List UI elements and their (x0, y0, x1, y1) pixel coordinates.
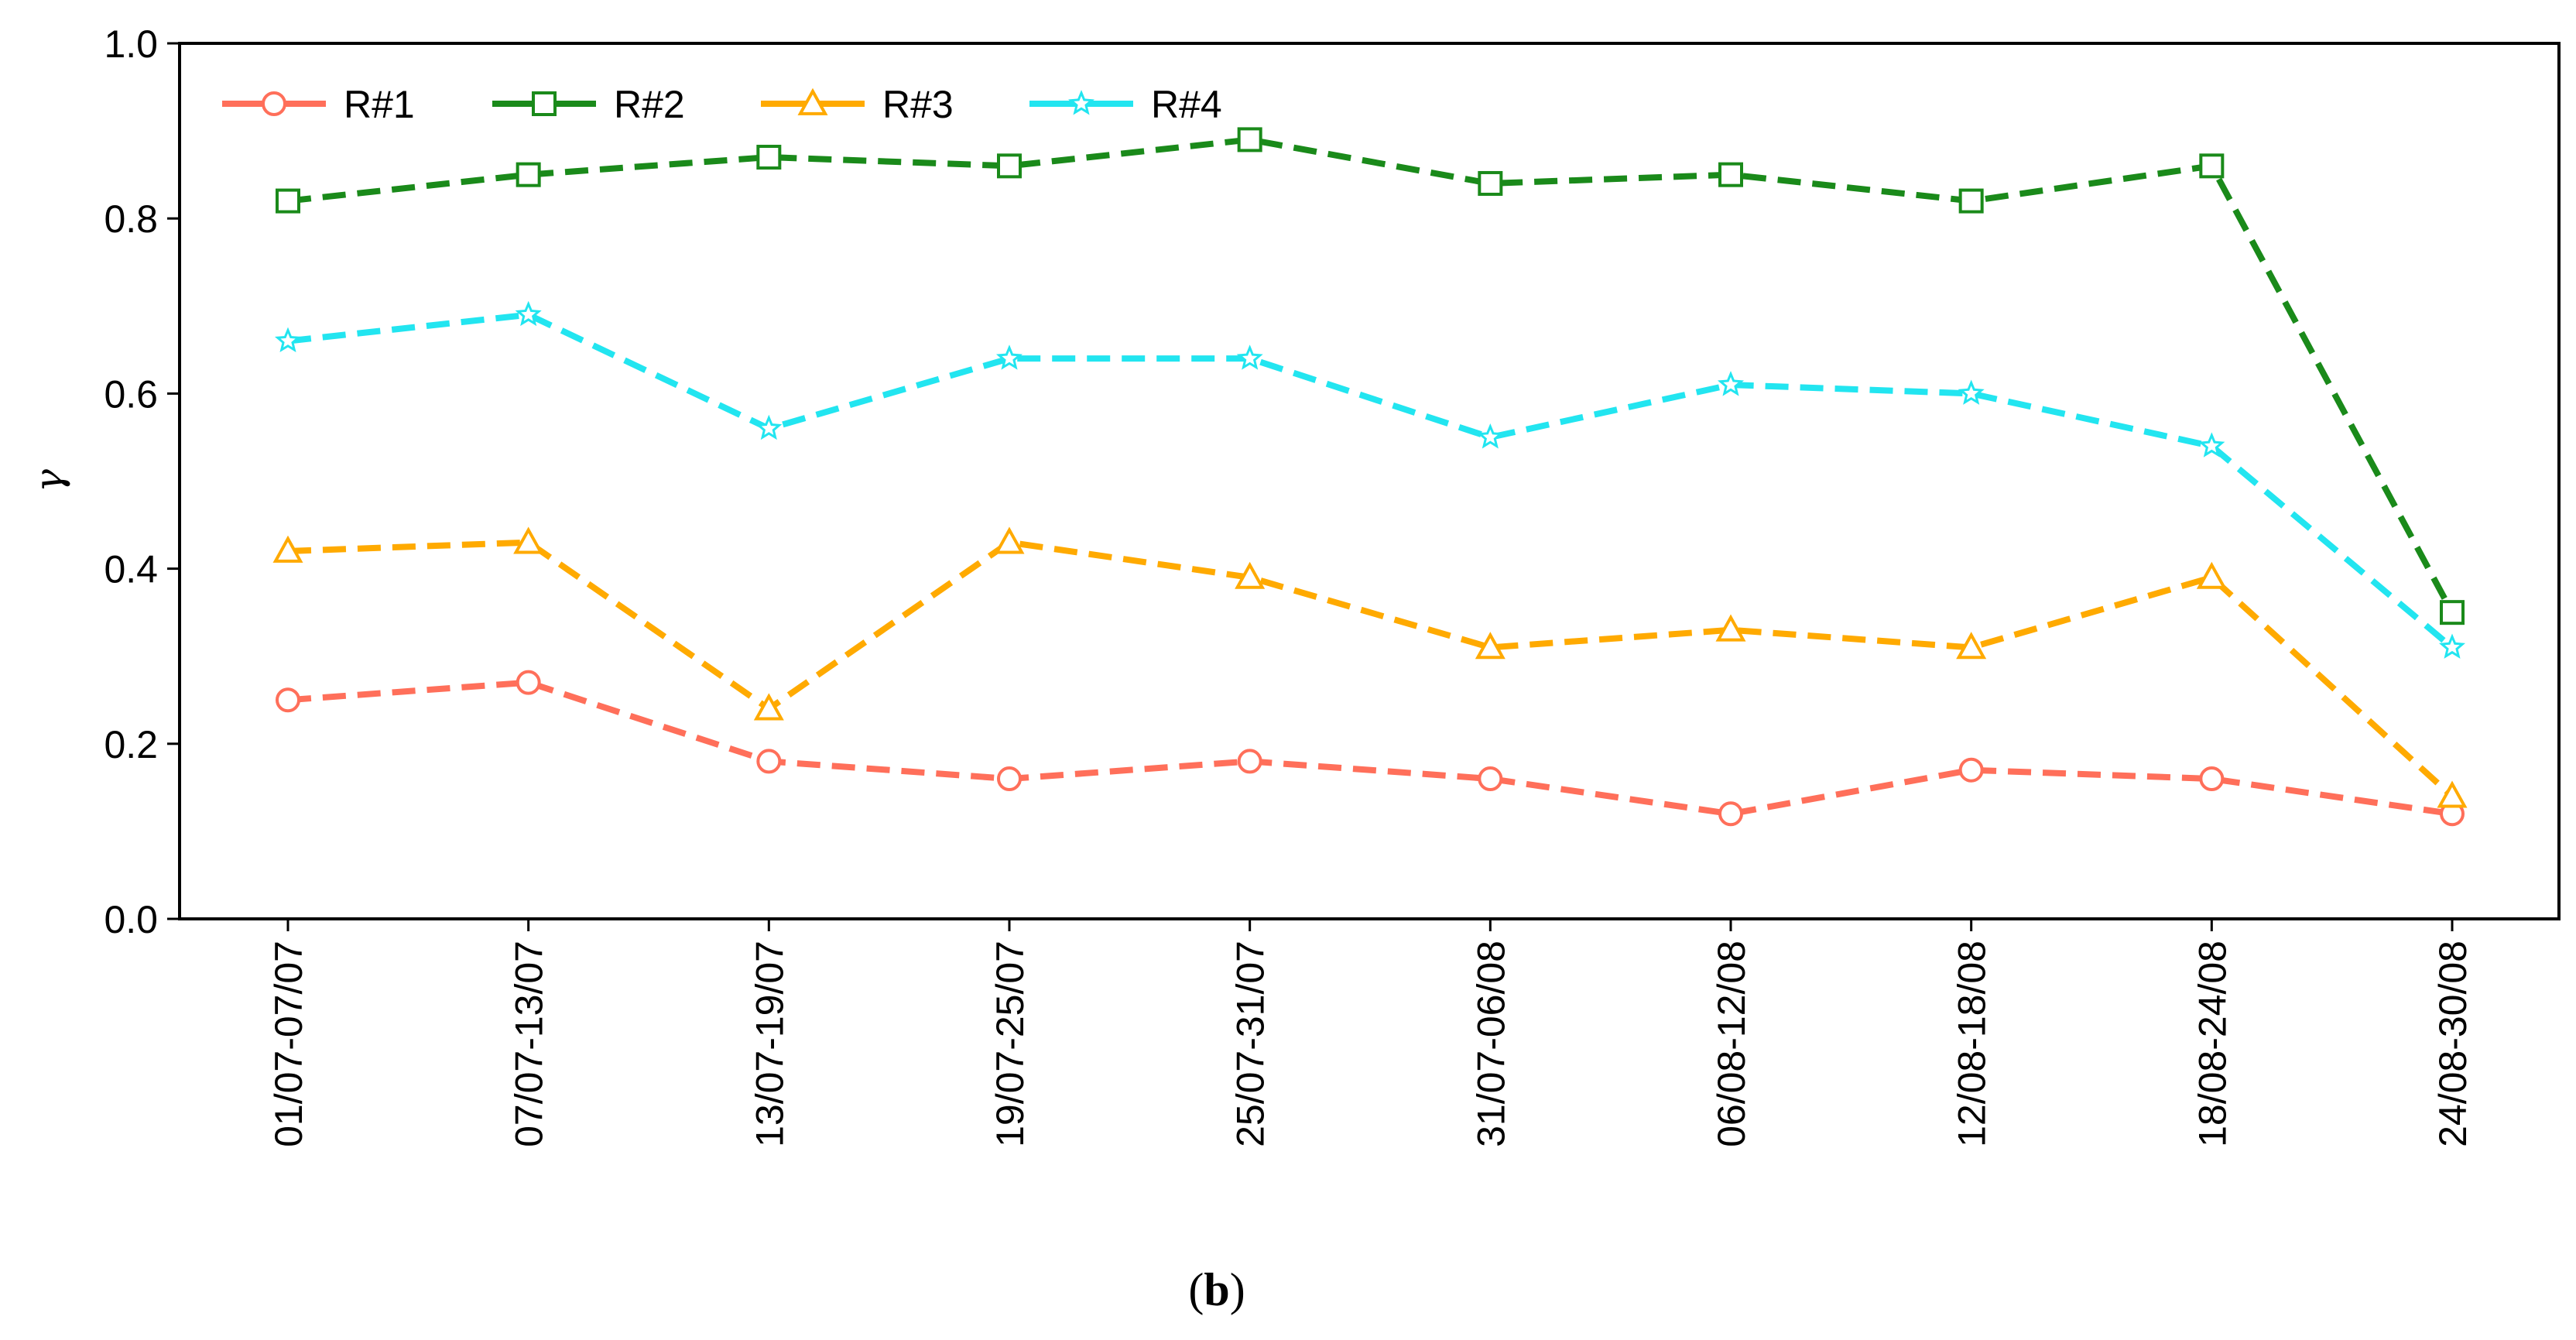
data-point (1718, 162, 1743, 187)
figure-caption: (b) (1188, 1264, 1245, 1315)
data-point (1475, 632, 1506, 660)
x-tick-label: 24/08-30/08 (2431, 941, 2475, 1147)
data-point (1958, 757, 1984, 783)
x-tick-label: 25/07-31/07 (1229, 941, 1273, 1147)
legend-item: R#1 (222, 83, 415, 126)
legend-item: R#3 (761, 83, 954, 126)
series-line (287, 679, 2453, 817)
data-point (272, 535, 303, 563)
legend-marker (262, 91, 286, 116)
x-tick-label: 18/08-24/08 (2191, 941, 2234, 1147)
series-R2 (276, 127, 2465, 625)
data-point (2438, 633, 2466, 659)
series-line (287, 539, 2454, 799)
data-point (755, 414, 783, 440)
legend-label: R#3 (882, 83, 954, 126)
data-point (276, 188, 300, 214)
data-point (1715, 614, 1746, 642)
data-point (2196, 561, 2227, 589)
data-point (1717, 371, 1745, 396)
legend-item: R#2 (492, 83, 685, 126)
data-point (1236, 344, 1263, 370)
x-tick-label: 01/07-07/07 (267, 941, 310, 1147)
data-point (1718, 801, 1743, 827)
series-R3 (272, 526, 2468, 808)
data-point (753, 693, 784, 721)
x-tick-label: 19/07-25/07 (988, 941, 1032, 1147)
legend: R#1 R#2 R#3 R#4 (222, 83, 1222, 126)
data-point (994, 526, 1025, 554)
data-point (1478, 170, 1503, 196)
data-point (513, 526, 544, 554)
x-tick-label: 12/08-18/08 (1951, 941, 1994, 1147)
data-point (997, 153, 1022, 179)
legend-marker (797, 87, 828, 115)
data-point (756, 749, 782, 774)
x-tick-label: 06/08-12/08 (1710, 941, 1753, 1147)
legend-marker (1067, 90, 1095, 115)
data-point (2198, 432, 2225, 458)
x-tick-label: 13/07-19/07 (748, 941, 791, 1147)
data-point (1958, 188, 1984, 214)
data-point (997, 766, 1022, 792)
y-tick-label: 0.8 (104, 197, 158, 241)
series-R4 (274, 300, 2466, 659)
legend-label: R#4 (1151, 83, 1222, 126)
data-point (1956, 632, 1987, 660)
data-point (274, 327, 302, 353)
y-axis: 0.0 0.2 0.4 0.6 0.8 1.0 (104, 22, 180, 941)
y-tick-label: 0.6 (104, 372, 158, 416)
series-R1 (276, 670, 2465, 827)
legend-item: R#4 (1029, 83, 1222, 126)
data-point (515, 300, 542, 327)
data-point (516, 670, 541, 695)
data-point (276, 687, 300, 713)
data-point (1477, 423, 1504, 449)
y-tick-label: 0.2 (104, 723, 158, 766)
caption-open-paren: ( (1188, 1264, 1204, 1315)
series-line (287, 136, 2455, 615)
y-tick-label: 1.0 (104, 22, 158, 66)
y-tick-label: 0.4 (104, 548, 158, 591)
legend-marker (532, 91, 557, 116)
y-tick-label: 0.0 (104, 898, 158, 941)
series-line (287, 311, 2454, 650)
data-point (1237, 127, 1262, 153)
x-axis: 01/07-07/07 07/07-13/07 13/07-19/07 19/07-2… (267, 919, 2475, 1147)
y-axis-label: γ (26, 469, 71, 492)
data-point (1237, 749, 1262, 774)
data-point (1478, 766, 1503, 792)
caption-close-paren: ) (1230, 1264, 1245, 1315)
plot-frame (178, 42, 2561, 920)
legend-label: R#1 (344, 83, 415, 126)
data-point (516, 162, 541, 187)
data-point (2437, 780, 2468, 808)
x-tick-label: 31/07-06/08 (1469, 941, 1512, 1147)
data-point (1235, 561, 1266, 589)
caption-letter: b (1204, 1264, 1229, 1315)
data-point (1958, 379, 1985, 405)
data-point (756, 145, 782, 170)
data-point (2199, 153, 2225, 179)
legend-label: R#2 (614, 83, 685, 126)
series-layer (272, 127, 2468, 827)
x-tick-label: 07/07-13/07 (508, 941, 551, 1147)
data-point (995, 344, 1023, 370)
data-point (2440, 600, 2465, 625)
data-point (2199, 766, 2225, 792)
